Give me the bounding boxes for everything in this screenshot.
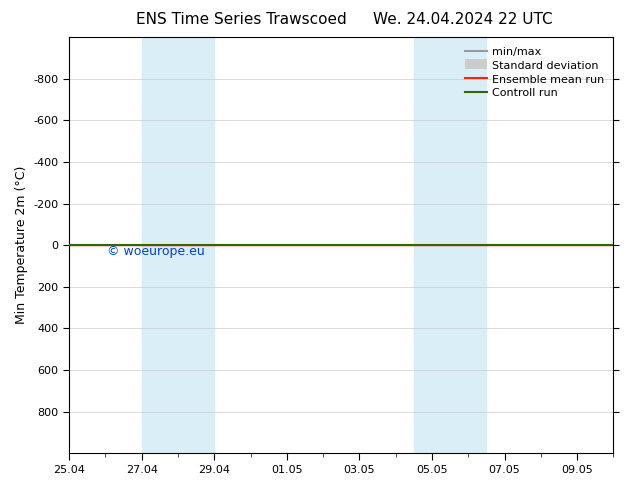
Text: © woeurope.eu: © woeurope.eu (107, 245, 205, 258)
Legend: min/max, Standard deviation, Ensemble mean run, Controll run: min/max, Standard deviation, Ensemble me… (461, 43, 608, 102)
Bar (414, 37, 486, 453)
Bar (141, 37, 214, 453)
Y-axis label: Min Temperature 2m (°C): Min Temperature 2m (°C) (15, 166, 28, 324)
Text: We. 24.04.2024 22 UTC: We. 24.04.2024 22 UTC (373, 12, 553, 27)
Text: ENS Time Series Trawscoed: ENS Time Series Trawscoed (136, 12, 346, 27)
